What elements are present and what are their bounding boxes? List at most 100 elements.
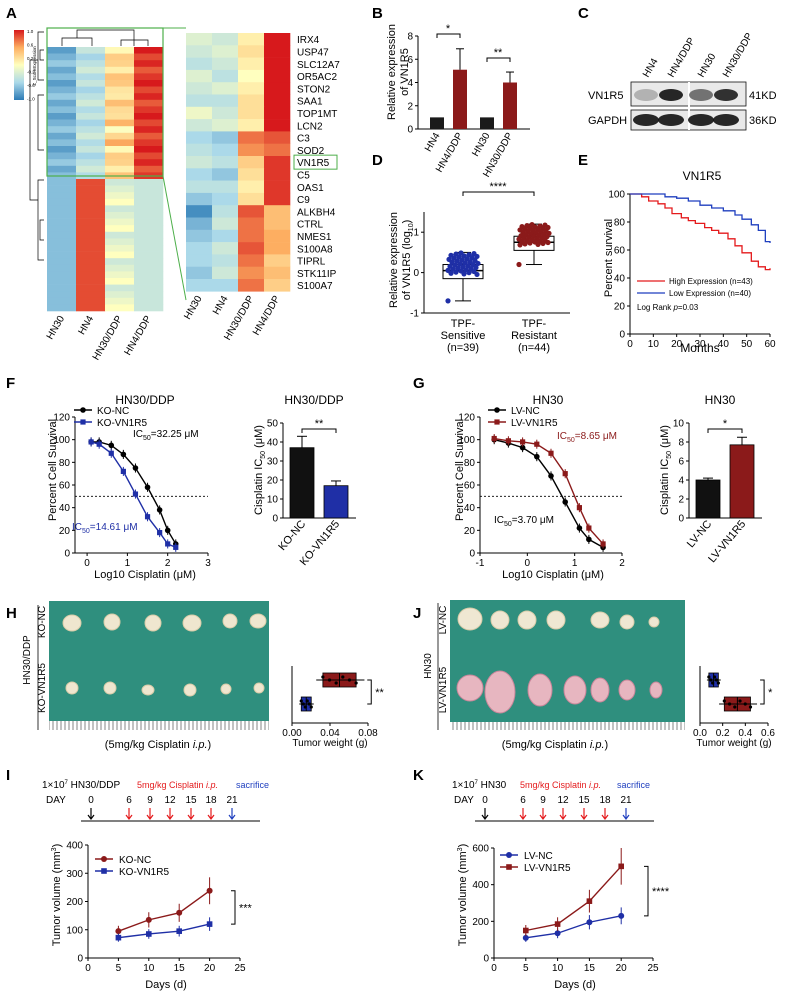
heatmap-cell	[212, 168, 239, 181]
heatmap-cell	[47, 86, 77, 94]
tumor	[490, 610, 510, 630]
heatmap-column-label: HN4	[77, 314, 97, 337]
heatmap-cell	[105, 99, 135, 107]
heatmap-cell	[76, 60, 106, 68]
tumor	[649, 681, 663, 699]
heatmap-cell	[134, 66, 164, 74]
heatmap-cell	[134, 132, 164, 140]
x-tick-label: 0.0	[693, 728, 707, 739]
y-tick-label: 40	[614, 274, 626, 285]
data-point	[491, 435, 497, 442]
significance-marker: *	[446, 23, 451, 35]
gene-label: S100A7	[297, 281, 333, 292]
zoom-box	[46, 27, 164, 177]
heatmap-cell	[47, 245, 77, 252]
colorbar-title: Z_ScoreExpression	[32, 46, 37, 86]
panel-letter: D	[372, 152, 383, 169]
heatmap-cell	[47, 225, 77, 233]
heatmap-cell	[105, 139, 135, 147]
lane-label: HN4/DDP	[666, 36, 698, 80]
heatmap-cell	[76, 165, 106, 173]
heatmap-cell	[212, 156, 239, 169]
significance-bracket	[367, 679, 372, 705]
panel-g: G HN30 Percent Cell Survival Log10 Cispl…	[413, 375, 762, 581]
legend-label: LV-NC	[524, 851, 553, 862]
heatmap-cell	[76, 271, 106, 279]
significance-marker: **	[494, 47, 503, 59]
heatmap-cell	[76, 80, 106, 87]
y-tick-label: 10	[673, 419, 685, 430]
legend-label: High Expression (n=43)	[669, 277, 753, 286]
y-axis-label: Cisplatin IC50 (μM)	[253, 425, 267, 515]
heatmap-cell	[105, 179, 135, 186]
tumor	[65, 681, 79, 695]
heatmap-cell	[105, 258, 135, 266]
heatmap-cell	[134, 152, 164, 160]
tumor	[546, 610, 566, 630]
day-arrowhead	[146, 814, 154, 820]
data-point	[707, 675, 711, 679]
data-point	[157, 530, 163, 536]
heatmap-cell	[76, 205, 106, 213]
timeline-k: 0 6 9 12 15 18 21	[475, 795, 654, 822]
heatmap-cell	[76, 113, 106, 120]
significance-marker: ****	[652, 886, 670, 898]
x-tick-label: 3	[205, 558, 211, 569]
panel-letter: F	[6, 375, 15, 392]
heatmap-cell	[238, 119, 265, 132]
x-tick-label: 15	[174, 963, 186, 974]
data-point	[88, 439, 94, 445]
panel-k: K 1×107 HN30 5mg/kg Cisplatin i.p. sacri…	[413, 767, 670, 991]
cells-label: 1×107 HN30	[452, 780, 507, 791]
heatmap-cell	[134, 218, 164, 226]
gene-label: TIPRL	[297, 257, 326, 268]
heatmap-cell	[264, 229, 291, 243]
data-point	[321, 675, 325, 679]
heatmap-cell	[76, 238, 106, 246]
tumor	[590, 611, 610, 629]
heatmap-cell	[47, 159, 77, 167]
heatmap-cell	[134, 205, 164, 213]
significance-bracket	[301, 428, 337, 433]
tumors-h	[62, 613, 267, 697]
day-label: DAY	[454, 795, 474, 806]
day-arrowhead	[166, 814, 174, 820]
heatmap-cell	[186, 143, 213, 157]
data-point	[354, 681, 358, 685]
tumor	[222, 613, 238, 629]
significance-marker: ****	[489, 181, 507, 193]
heatmap-cell	[264, 69, 291, 83]
heatmap-cell	[105, 238, 135, 246]
heatmap-cell	[186, 254, 213, 267]
heatmap-cell	[105, 192, 135, 200]
heatmap-cell	[47, 93, 77, 101]
heatmap-cell	[264, 217, 291, 231]
panel-letter: I	[6, 767, 10, 784]
gene-label: C5	[297, 170, 310, 181]
chart-title: HN30/DDP	[284, 393, 343, 407]
heatmap-cell	[212, 94, 239, 108]
heatmap-cell	[76, 53, 106, 61]
day-tick-label: 18	[599, 795, 611, 806]
heatmap-cell	[47, 113, 77, 120]
heatmap-cell	[134, 185, 164, 193]
heatmap-cell	[47, 231, 77, 239]
x-tick-label: LV-NC	[685, 518, 715, 550]
y-axis-label: Relative expression	[386, 24, 398, 120]
legend-label: KO-VN1R5	[119, 867, 169, 878]
x-tick-label: 5	[116, 963, 122, 974]
heatmap-cell	[186, 180, 213, 194]
heatmap-cell	[105, 152, 135, 160]
dendrogram-branch	[120, 39, 149, 46]
heatmap-cell	[47, 238, 77, 246]
data-point	[448, 270, 454, 276]
heatmap-cell	[47, 152, 77, 160]
heatmap-cell	[76, 218, 106, 226]
tumor	[220, 683, 232, 695]
heatmap-cell	[105, 231, 135, 239]
heatmap-cell	[264, 156, 291, 169]
dendrogram-branch	[37, 31, 44, 81]
colorbar-tick: 0.2	[27, 56, 34, 61]
gene-label: TOP1MT	[297, 109, 337, 120]
group-label: Sensitive	[441, 330, 486, 342]
